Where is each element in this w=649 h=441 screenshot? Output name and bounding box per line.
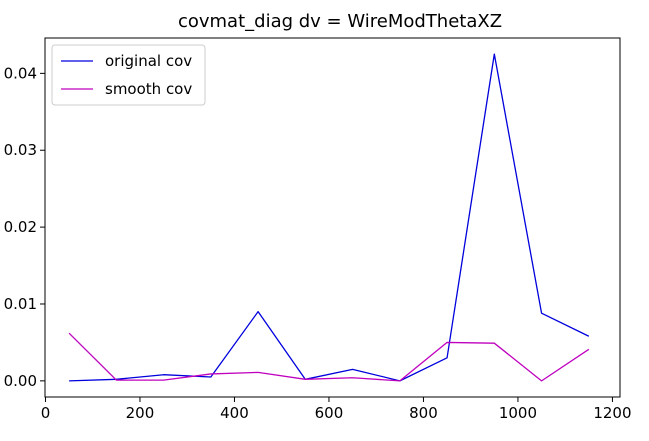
y-tick-label: 0.02: [4, 218, 37, 236]
y-tick-label: 0.00: [4, 372, 37, 390]
y-tick-label: 0.04: [4, 64, 37, 82]
x-tick-label: 200: [126, 404, 155, 422]
series-line-smooth-cov: [68, 332, 590, 382]
y-tick-label: 0.03: [4, 141, 37, 159]
x-tick-label: 600: [315, 404, 344, 422]
legend-box: [51, 44, 206, 106]
legend-label: original cov: [105, 52, 192, 70]
series-line-original-cov: [69, 53, 590, 382]
plot-area: [68, 53, 590, 382]
axes: 0 200 400 600 800 1000 1200 0.00 0.01 0.02 0.03 0.0…: [4, 64, 632, 422]
x-tick-label: 800: [409, 404, 438, 422]
legend-label: smooth cov: [105, 80, 192, 98]
plot-frame: [44, 37, 621, 398]
x-tick-label: 1200: [593, 404, 631, 422]
legend: original cov smooth cov: [51, 44, 206, 106]
y-tick-label: 0.01: [4, 295, 37, 313]
x-tick-label: 400: [220, 404, 249, 422]
chart-title: covmat_diag dv = WireModThetaXZ: [178, 11, 502, 32]
x-tick-label: 0: [41, 404, 51, 422]
x-tick-label: 1000: [499, 404, 537, 422]
